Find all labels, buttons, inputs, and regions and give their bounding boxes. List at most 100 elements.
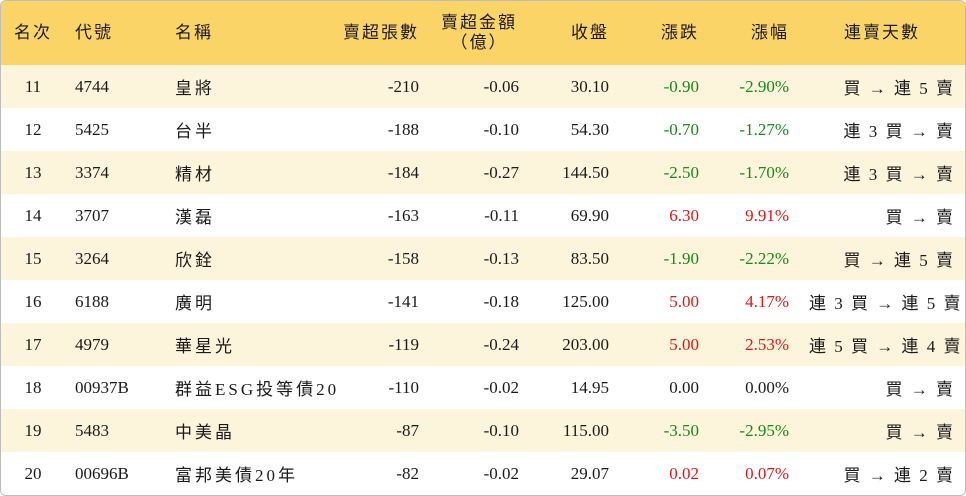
header-code[interactable]: 代號 bbox=[75, 23, 113, 42]
table-body: 11 4744 皇將 -210 -0.06 30.10 -0.90 -2.90% 買 → 連 5… bbox=[1, 65, 965, 495]
name-cell[interactable]: 漢磊 bbox=[175, 208, 215, 227]
table-row[interactable]: 20 00696B 富邦美債20年 -82 -0.02 29.07 0.02 0.07% 買 →… bbox=[1, 452, 965, 495]
sell-days-cell: 連 3 買 → 連 5 賣 bbox=[809, 294, 963, 313]
rank-cell: 12 bbox=[24, 119, 42, 139]
net-sell-amount-cell: -0.18 bbox=[483, 291, 519, 311]
sell-days-cell: 連 5 買 → 連 4 賣 bbox=[809, 337, 963, 356]
sell-days-cell: 買 → 連 5 賣 bbox=[843, 79, 955, 98]
code-cell[interactable]: 3264 bbox=[75, 248, 109, 268]
header-net-sell-amount-line2: （億） bbox=[450, 33, 508, 52]
code-cell[interactable]: 3707 bbox=[75, 205, 109, 225]
change-pct-cell: -2.90% bbox=[739, 76, 789, 96]
rank-cell: 16 bbox=[24, 291, 42, 311]
change-pct-cell: -2.95% bbox=[739, 420, 789, 440]
change-cell: -3.50 bbox=[663, 420, 699, 440]
net-sell-amount-cell: -0.02 bbox=[483, 377, 519, 397]
code-cell[interactable]: 4979 bbox=[75, 334, 109, 354]
code-cell[interactable]: 5425 bbox=[75, 119, 109, 139]
close-cell: 203.00 bbox=[562, 334, 609, 354]
close-cell: 115.00 bbox=[562, 420, 609, 440]
name-cell[interactable]: 群益ESG投等債20 bbox=[175, 380, 340, 399]
net-sell-shares-cell: -184 bbox=[387, 162, 419, 182]
sell-days-cell: 買 → 連 5 賣 bbox=[843, 251, 955, 270]
table-row[interactable]: 17 4979 華星光 -119 -0.24 203.00 5.00 2.53% 連 5 買 →… bbox=[1, 323, 965, 366]
table-row[interactable]: 19 5483 中美晶 -87 -0.10 115.00 -3.50 -2.95% 買 → 賣 bbox=[1, 409, 965, 452]
net-sell-shares-cell: -119 bbox=[388, 334, 419, 354]
header-close[interactable]: 收盤 bbox=[571, 23, 609, 42]
sell-days-cell: 買 → 賣 bbox=[885, 423, 955, 442]
header-net-sell-amount[interactable]: 賣超金額 （億） bbox=[429, 1, 529, 65]
sell-days-cell: 連 3 買 → 賣 bbox=[843, 122, 955, 141]
close-cell: 14.95 bbox=[570, 377, 609, 397]
name-cell[interactable]: 台半 bbox=[175, 122, 215, 141]
change-cell: -0.90 bbox=[663, 76, 699, 96]
change-cell: -1.90 bbox=[663, 248, 699, 268]
net-sell-shares-cell: -163 bbox=[387, 205, 419, 225]
close-cell: 29.07 bbox=[570, 463, 609, 483]
rank-cell: 14 bbox=[24, 205, 42, 225]
change-pct-cell: 0.00% bbox=[745, 377, 789, 397]
change-cell: 0.00 bbox=[669, 377, 699, 397]
table-header-row: 名次 代號 名稱 賣超張數 賣超金額 （億） 收盤 漲跌 漲幅 連賣天數 bbox=[1, 1, 965, 65]
sell-days-cell: 買 → 賣 bbox=[885, 380, 955, 399]
code-cell[interactable]: 5483 bbox=[75, 420, 109, 440]
change-pct-cell: 4.17% bbox=[745, 291, 789, 311]
net-sell-shares-cell: -188 bbox=[387, 119, 419, 139]
net-sell-amount-cell: -0.13 bbox=[483, 248, 519, 268]
code-cell[interactable]: 4744 bbox=[75, 76, 109, 96]
sell-days-cell: 買 → 連 2 賣 bbox=[843, 466, 955, 485]
header-rank[interactable]: 名次 bbox=[14, 23, 52, 42]
table-row[interactable]: 13 3374 精材 -184 -0.27 144.50 -2.50 -1.70% 連 3 買 … bbox=[1, 151, 965, 194]
net-sell-amount-cell: -0.24 bbox=[483, 334, 519, 354]
name-cell[interactable]: 中美晶 bbox=[175, 423, 235, 442]
close-cell: 30.10 bbox=[570, 76, 609, 96]
header-net-sell-amount-line1: 賣超金額 bbox=[441, 13, 517, 32]
name-cell[interactable]: 皇將 bbox=[175, 79, 215, 98]
header-name[interactable]: 名稱 bbox=[175, 23, 213, 42]
table-row[interactable]: 18 00937B 群益ESG投等債20 -110 -0.02 14.95 0.00 0.00… bbox=[1, 366, 965, 409]
code-cell[interactable]: 00696B bbox=[75, 463, 129, 483]
header-change[interactable]: 漲跌 bbox=[661, 23, 699, 42]
change-pct-cell: -1.70% bbox=[739, 162, 789, 182]
table-row[interactable]: 14 3707 漢磊 -163 -0.11 69.90 6.30 9.91% 買 → 賣 bbox=[1, 194, 965, 237]
close-cell: 144.50 bbox=[562, 162, 609, 182]
net-sell-shares-cell: -141 bbox=[387, 291, 419, 311]
rank-cell: 18 bbox=[24, 377, 42, 397]
net-sell-amount-cell: -0.10 bbox=[483, 119, 519, 139]
change-cell: -0.70 bbox=[663, 119, 699, 139]
table-row[interactable]: 11 4744 皇將 -210 -0.06 30.10 -0.90 -2.90% 買 → 連 5… bbox=[1, 65, 965, 108]
change-cell: -2.50 bbox=[663, 162, 699, 182]
rank-cell: 17 bbox=[24, 334, 42, 354]
rank-cell: 11 bbox=[24, 76, 42, 96]
net-sell-amount-cell: -0.10 bbox=[483, 420, 519, 440]
code-cell[interactable]: 6188 bbox=[75, 291, 109, 311]
name-cell[interactable]: 富邦美債20年 bbox=[175, 466, 298, 485]
table-row[interactable]: 12 5425 台半 -188 -0.10 54.30 -0.70 -1.27% 連 3 買 →… bbox=[1, 108, 965, 151]
code-cell[interactable]: 3374 bbox=[75, 162, 109, 182]
name-cell[interactable]: 欣銓 bbox=[175, 251, 215, 270]
code-cell[interactable]: 00937B bbox=[75, 377, 129, 397]
net-sell-shares-cell: -210 bbox=[387, 76, 419, 96]
rank-cell: 15 bbox=[24, 248, 42, 268]
name-cell[interactable]: 華星光 bbox=[175, 337, 235, 356]
close-cell: 69.90 bbox=[570, 205, 609, 225]
net-sell-amount-cell: -0.11 bbox=[484, 205, 519, 225]
header-change-pct[interactable]: 漲幅 bbox=[751, 23, 789, 42]
change-cell: 6.30 bbox=[669, 205, 699, 225]
name-cell[interactable]: 廣明 bbox=[175, 294, 215, 313]
net-sell-amount-cell: -0.06 bbox=[483, 76, 519, 96]
rank-cell: 20 bbox=[24, 463, 42, 483]
change-pct-cell: 2.53% bbox=[745, 334, 789, 354]
table-row[interactable]: 15 3264 欣銓 -158 -0.13 83.50 -1.90 -2.22% 買 → 連 5… bbox=[1, 237, 965, 280]
net-sell-amount-cell: -0.02 bbox=[483, 463, 519, 483]
net-sell-shares-cell: -110 bbox=[388, 377, 419, 397]
header-sell-days[interactable]: 連賣天數 bbox=[844, 23, 920, 42]
header-net-sell-shares[interactable]: 賣超張數 bbox=[343, 23, 419, 42]
table-row[interactable]: 16 6188 廣明 -141 -0.18 125.00 5.00 4.17% 連 3 買 → … bbox=[1, 280, 965, 323]
net-sell-shares-cell: -82 bbox=[396, 463, 419, 483]
sell-days-cell: 買 → 賣 bbox=[885, 208, 955, 227]
name-cell[interactable]: 精材 bbox=[175, 165, 215, 184]
change-pct-cell: 0.07% bbox=[745, 463, 789, 483]
